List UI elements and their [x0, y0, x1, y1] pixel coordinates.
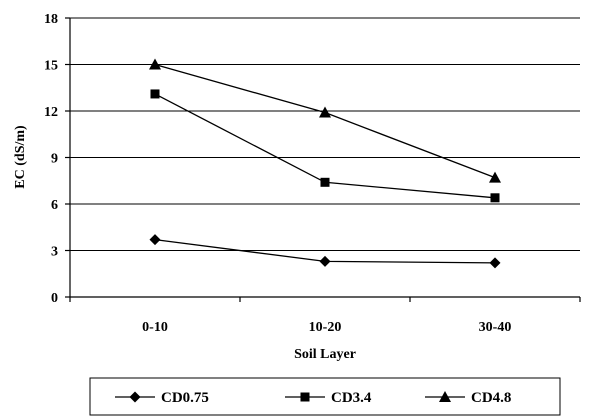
y-tick-label: 12: [44, 105, 58, 120]
data-point: [489, 171, 501, 183]
legend-marker: [129, 391, 141, 403]
data-point: [489, 257, 501, 269]
data-point: [319, 255, 331, 267]
y-tick-label: 9: [51, 152, 58, 167]
legend-item: CD0.75: [115, 390, 209, 406]
series: [149, 58, 501, 269]
legend-label: CD3.4: [331, 390, 372, 406]
series-3: [149, 58, 501, 183]
x-ticks: 0-10 10-20 30-40: [69, 297, 581, 335]
x-tick-label: 0-10: [142, 320, 168, 335]
y-tick-label: 3: [51, 245, 58, 260]
data-point: [149, 58, 161, 70]
x-tick-label: 10-20: [309, 320, 342, 335]
legend-marker: [439, 391, 451, 402]
x-tick-label: 30-40: [479, 320, 512, 335]
series-1: [149, 234, 501, 269]
gridlines: [70, 17, 580, 251]
series-2: [150, 89, 500, 203]
data-point: [319, 106, 331, 118]
legend-label: CD4.8: [471, 390, 511, 406]
data-point: [490, 193, 500, 203]
y-axis-title: EC (dS/m): [13, 125, 28, 189]
legend-item: CD4.8: [425, 390, 511, 406]
legend: CD0.75 CD3.4 CD4.8: [89, 377, 561, 416]
legend-label: CD0.75: [161, 390, 209, 406]
y-tick-label: 6: [51, 198, 58, 213]
y-ticks: 0 3 6 9 12 15 18: [44, 12, 70, 306]
data-point: [150, 89, 160, 99]
legend-marker: [300, 392, 310, 402]
legend-items: CD0.75 CD3.4 CD4.8: [115, 390, 511, 406]
x-axis-title: Soil Layer: [294, 347, 356, 362]
y-tick-label: 15: [44, 59, 58, 74]
legend-item: CD3.4: [285, 390, 372, 406]
data-point: [149, 234, 161, 246]
y-tick-label: 0: [51, 291, 58, 306]
y-tick-label: 18: [44, 12, 58, 27]
data-point: [320, 177, 330, 187]
